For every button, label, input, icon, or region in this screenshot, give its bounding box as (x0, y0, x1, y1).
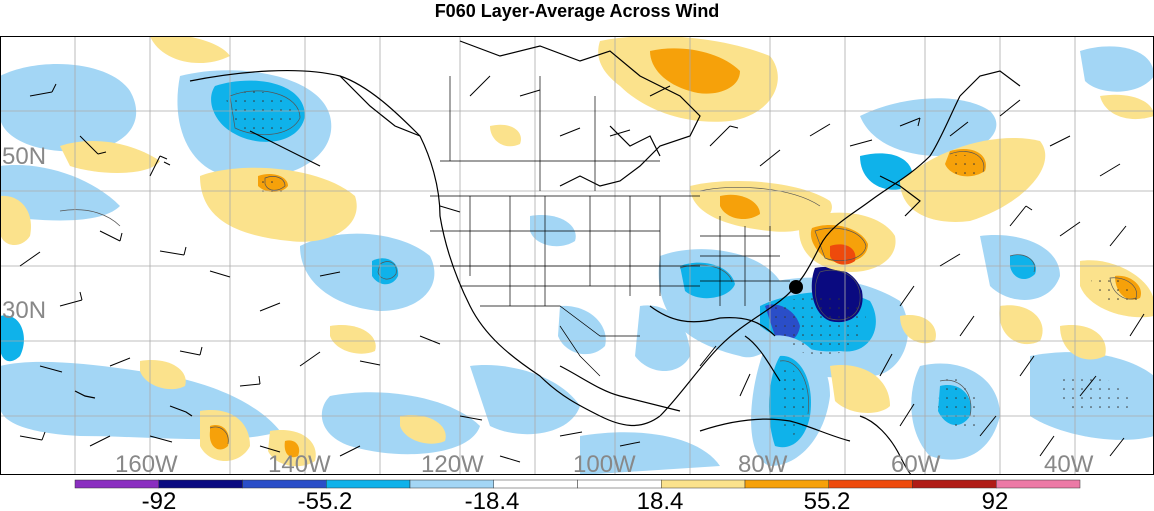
colorbar-swatch (577, 479, 662, 489)
colorbar-label: -92 (142, 488, 177, 511)
contour-lines (59, 90, 1137, 445)
colorbar: -92 -55.2 -18.4 18.4 55.2 92 (74, 479, 1081, 511)
colorbar-swatches (74, 479, 1081, 489)
colorbar-label: 18.4 (637, 488, 684, 511)
lon-label: 60W (891, 451, 941, 476)
page-title: F060 Layer-Average Across Wind (434, 1, 720, 21)
colorbar-swatch (493, 479, 578, 489)
wind-barbs (19, 75, 1145, 463)
lon-label: 140W (268, 451, 331, 476)
colorbar-swatch (326, 479, 411, 489)
lat-label: 50N (2, 143, 46, 170)
colorbar-label: 55.2 (804, 488, 851, 511)
colorbar-swatch (661, 479, 746, 489)
colorbar-label: 92 (982, 488, 1009, 511)
colorbar-swatch (912, 479, 997, 489)
lon-label: 120W (421, 451, 484, 476)
colorbar-swatch (74, 479, 159, 489)
colorbar-swatch (158, 479, 243, 489)
lon-label: 100W (573, 451, 636, 476)
lon-label: 80W (738, 451, 788, 476)
colorbar-label: -18.4 (465, 488, 520, 511)
colorbar-swatch (409, 479, 494, 489)
observation-marker (789, 280, 803, 294)
lon-label: 160W (115, 451, 178, 476)
lon-label: 40W (1044, 451, 1094, 476)
colorbar-swatch (744, 479, 829, 489)
political-borders (430, 76, 790, 377)
colorbar-swatch (242, 479, 327, 489)
weather-map: 50N 30N 160W 140W 120W 100W 80W 60W 40W (0, 36, 1154, 476)
colorbar-swatch (828, 479, 913, 489)
lat-label: 30N (2, 297, 46, 324)
colorbar-swatch (996, 479, 1081, 489)
graticule (0, 36, 1154, 475)
colorbar-label: -55.2 (298, 488, 353, 511)
coastlines (74, 40, 1021, 475)
